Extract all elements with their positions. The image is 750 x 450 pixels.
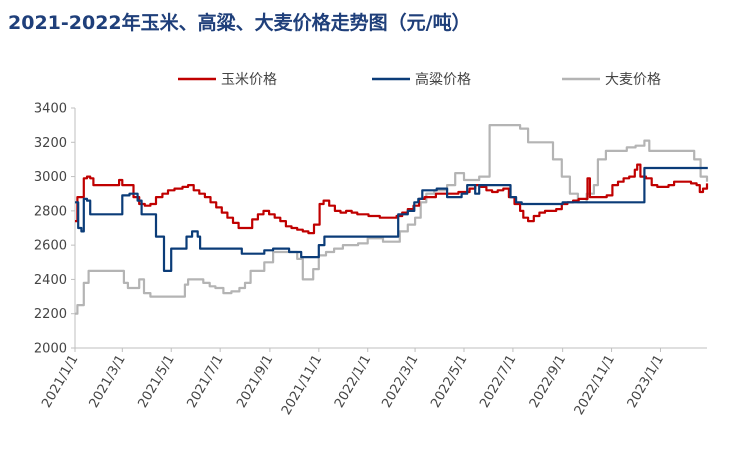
- legend-label: 玉米价格: [221, 72, 277, 88]
- x-tick-label: 2022/7/1: [477, 353, 519, 411]
- y-tick-label: 2800: [34, 204, 67, 219]
- y-tick-label: 3000: [34, 170, 67, 185]
- y-tick-label: 2200: [34, 307, 67, 322]
- x-tick-label: 2021/7/1: [184, 353, 226, 411]
- axes: 2000 2200 2400 2600 2800 3000 3200 3400 2021/1/1…: [34, 102, 707, 418]
- x-tick-label: 2021/9/1: [234, 353, 276, 411]
- y-tick-label: 2400: [34, 273, 67, 288]
- chart-title: 2021-2022年玉米、高粱、大麦价格走势图（元/吨）: [8, 12, 471, 34]
- x-tick-label: 2022/9/1: [527, 353, 569, 411]
- y-tick-label: 2600: [34, 239, 67, 254]
- legend-label: 大麦价格: [605, 72, 661, 88]
- series-line-0: [75, 163, 709, 235]
- x-tick-label: 2023/1/1: [625, 353, 667, 411]
- plot-area: [75, 124, 709, 315]
- y-tick-label: 3400: [34, 102, 67, 117]
- series-line-1: [75, 166, 708, 272]
- x-tick-label: 2022/11/1: [572, 353, 618, 418]
- x-tick-label: 2022/5/1: [428, 352, 470, 410]
- x-tick-label: 2021/3/1: [87, 353, 129, 411]
- x-tick-label: 2021/1/1: [39, 353, 81, 411]
- legend-label: 高粱价格: [415, 71, 471, 88]
- x-tick-label: 2021/11/1: [279, 353, 325, 418]
- y-tick-label: 3200: [34, 136, 67, 151]
- x-tick-label: 2022/1/1: [332, 353, 374, 411]
- legend: 玉米价格 高粱价格 大麦价格: [178, 71, 661, 88]
- x-tick-label: 2021/5/1: [136, 353, 178, 411]
- x-tick-label: 2022/3/1: [379, 353, 421, 411]
- y-tick-label: 2000: [34, 342, 67, 357]
- series-line-2: [75, 124, 709, 315]
